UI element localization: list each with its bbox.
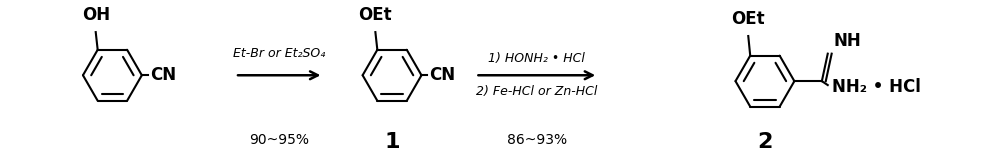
Text: NH: NH [834,32,861,50]
Text: 90~95%: 90~95% [249,133,309,147]
Text: 2: 2 [757,132,773,152]
Text: 1) HONH₂ • HCl: 1) HONH₂ • HCl [488,52,585,66]
Text: OEt: OEt [731,10,765,28]
Text: 2) Fe-HCl or Zn-HCl: 2) Fe-HCl or Zn-HCl [476,85,597,98]
Text: CN: CN [150,66,176,84]
Text: CN: CN [429,66,455,84]
Text: Et-Br or Et₂SO₄: Et-Br or Et₂SO₄ [233,47,325,59]
Text: OEt: OEt [359,6,392,24]
Text: OH: OH [82,6,110,24]
Text: NH₂ • HCl: NH₂ • HCl [832,78,921,96]
Text: 1: 1 [384,132,400,152]
Text: 86~93%: 86~93% [507,133,567,147]
